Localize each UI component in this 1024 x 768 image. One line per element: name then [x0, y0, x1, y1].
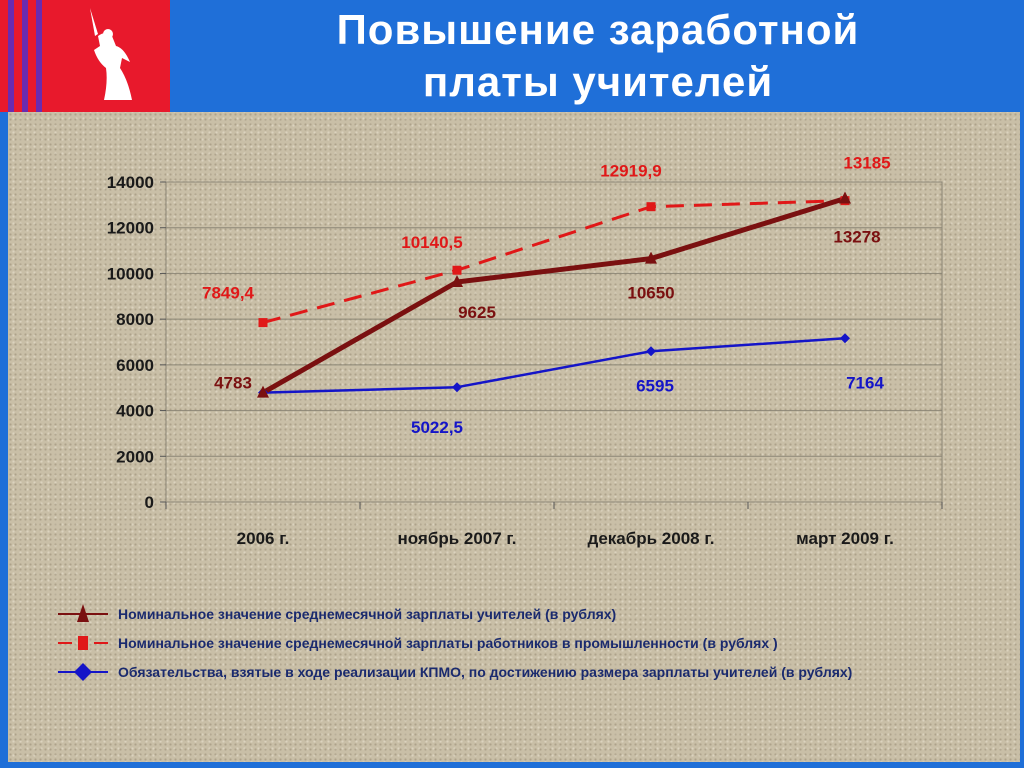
data-label: 5022,5: [411, 418, 463, 437]
page-title: Повышение заработной платы учителей: [336, 6, 860, 105]
x-tick-label: 2006 г.: [237, 529, 290, 548]
series-line-industry: [262, 199, 846, 325]
chart-canvas: 0 2000 4000 6000 8000 10000 12000 14000 2006 г.…: [8, 112, 1020, 762]
data-label: 7849,4: [202, 284, 255, 303]
data-label: 4783: [214, 374, 252, 393]
data-point-commitments: [840, 333, 850, 344]
legend-swatch-commitments: [58, 663, 108, 681]
data-point-teachers: [451, 275, 463, 287]
x-tick-label: декабрь 2008 г.: [588, 529, 715, 548]
data-label: 10650: [627, 284, 674, 303]
y-tick-label: 0: [145, 493, 154, 512]
volgograd-motherland-statue-icon: [90, 8, 132, 100]
x-tick-label: март 2009 г.: [796, 529, 894, 548]
legend-label-teachers: Номинальное значение среднемесячной зарп…: [118, 606, 617, 622]
emblem-stripe: [8, 0, 14, 112]
line-chart: 0 2000 4000 6000 8000 10000 12000 14000 2006 г.…: [107, 154, 943, 548]
y-tick-label: 14000: [107, 173, 154, 192]
legend-item-teachers: Номинальное значение среднемесячной зарп…: [58, 601, 616, 627]
y-tick-label: 6000: [116, 356, 154, 375]
title-bar: Повышение заработной платы учителей: [172, 0, 1024, 112]
legend-label-industry: Номинальное значение среднемесячной зарп…: [118, 635, 778, 651]
data-point-commitments: [646, 346, 656, 357]
series-line-teachers: [261, 196, 846, 395]
y-tick-label: 12000: [107, 219, 154, 238]
emblem-panel: [0, 0, 170, 112]
y-tick-label: 4000: [116, 402, 154, 421]
data-point-commitments: [452, 382, 462, 393]
data-label: 9625: [458, 303, 496, 322]
data-point-teachers: [257, 385, 269, 398]
x-tick-label: ноябрь 2007 г.: [397, 529, 516, 548]
legend-swatch-industry: [58, 636, 108, 650]
data-label: 10140,5: [401, 233, 462, 252]
plot-area: [165, 181, 943, 503]
data-point-teachers: [645, 251, 657, 264]
data-point-teachers: [839, 191, 851, 204]
legend-label-commitments: Обязательства, взятые в ходе реализации …: [118, 664, 853, 680]
emblem-stripe: [22, 0, 28, 112]
emblem-stripe: [36, 0, 42, 112]
data-point-industry: [646, 202, 656, 212]
data-label: 12919,9: [600, 162, 661, 181]
data-point-industry: [258, 318, 268, 328]
data-point-industry: [452, 265, 462, 275]
legend-swatch-teachers: [58, 604, 108, 622]
data-label: 13278: [833, 228, 880, 247]
data-label: 7164: [846, 373, 884, 392]
data-label: 13185: [843, 154, 890, 173]
y-tick-label: 2000: [116, 447, 154, 466]
y-tick-label: 10000: [107, 264, 154, 283]
y-tick-label: 8000: [116, 310, 154, 329]
series-line-commitments: [262, 337, 846, 394]
data-label: 6595: [636, 376, 674, 395]
legend-item-commitments: Обязательства, взятые в ходе реализации …: [58, 659, 852, 685]
legend-item-industry: Номинальное значение среднемесячной зарп…: [58, 630, 778, 656]
